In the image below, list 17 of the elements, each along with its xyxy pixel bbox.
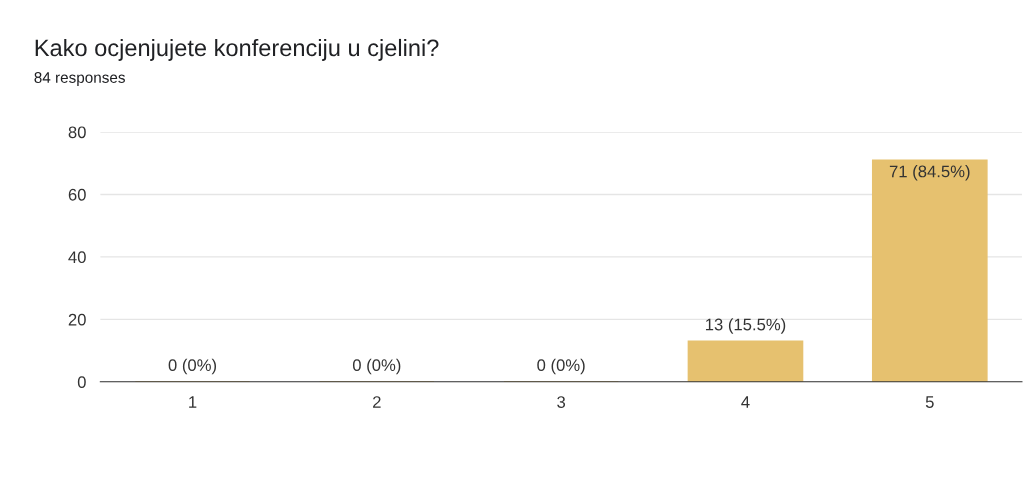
x-tick-label: 4: [741, 396, 750, 408]
y-tick-label: 20: [68, 313, 86, 326]
chart-title: Kako ocjenjujete konferenciju u cjelini?: [35, 38, 439, 61]
x-tick-label: 3: [557, 396, 566, 408]
x-tick-label: 1: [189, 396, 197, 408]
data-label: 0 (0%): [352, 358, 401, 375]
data-label: 71 (84.5%): [889, 165, 970, 181]
data-label: 0 (0%): [537, 358, 585, 375]
y-tick-label: 40: [68, 251, 86, 264]
y-tick-label: 80: [68, 126, 86, 139]
x-tick-label: 5: [925, 396, 934, 408]
y-tick-label: 60: [68, 188, 86, 201]
y-tick-label: 0: [77, 376, 86, 389]
chart-subtitle: 84 responses: [34, 72, 125, 86]
x-tick-label: 2: [373, 396, 381, 408]
data-label: 13 (15.5%): [705, 318, 786, 334]
data-label: 0 (0%): [168, 358, 217, 375]
